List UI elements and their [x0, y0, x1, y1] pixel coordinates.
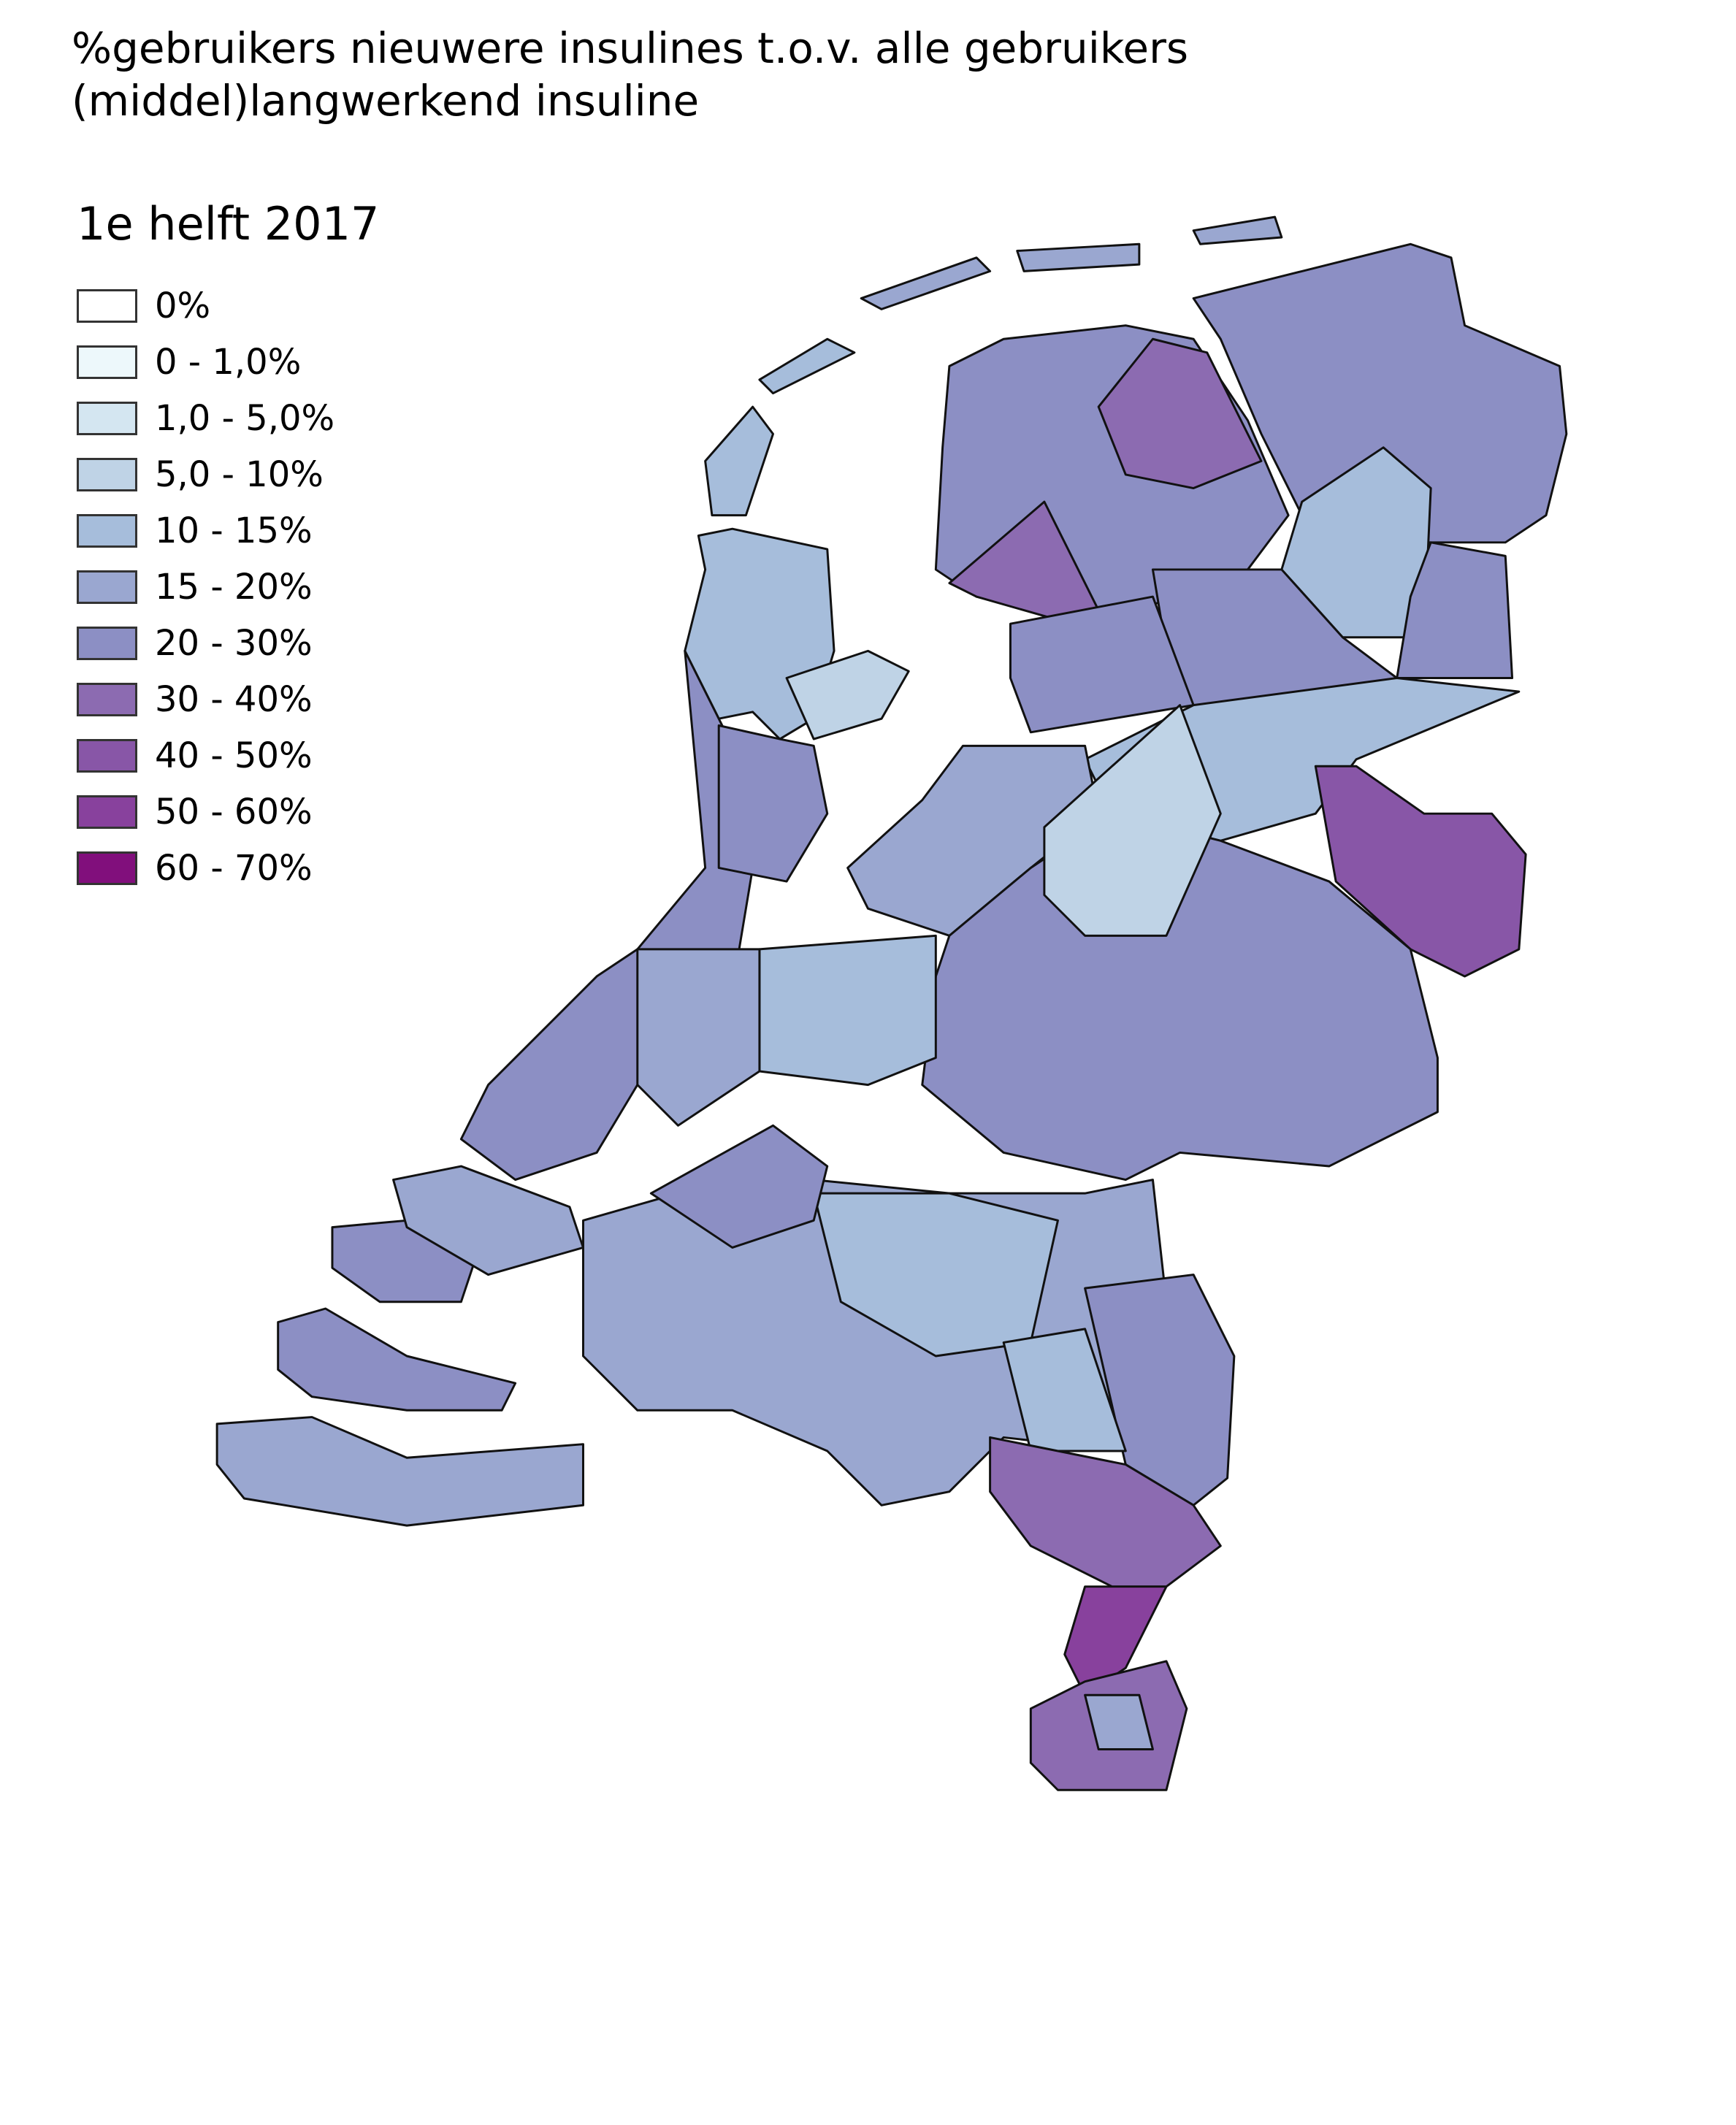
- legend-swatch: [77, 513, 137, 548]
- region: [1043, 704, 1222, 937]
- legend-item: 10 - 15%: [77, 502, 334, 559]
- region: [636, 948, 761, 1127]
- legend-item: 1,0 - 5,0%: [77, 390, 334, 446]
- legend-label: 15 - 20%: [155, 566, 313, 608]
- region: [1314, 765, 1527, 978]
- legend-swatch: [77, 851, 137, 885]
- region: [1009, 595, 1195, 734]
- legend-item: 20 - 30%: [77, 615, 334, 671]
- legend-item: 60 - 70%: [77, 840, 334, 896]
- region: [1016, 242, 1141, 272]
- legend: 0% 0 - 1,0% 1,0 - 5,0% 5,0 - 10% 10 - 15% 15 …: [77, 277, 334, 896]
- legend-item: 0%: [77, 277, 334, 334]
- legend-swatch: [77, 401, 137, 435]
- legend-swatch: [77, 738, 137, 773]
- region: [758, 337, 856, 395]
- legend-title: 1e helft 2017: [77, 197, 380, 250]
- legend-swatch: [77, 795, 137, 829]
- legend-swatch: [77, 345, 137, 379]
- legend-label: 0 - 1,0%: [155, 341, 302, 383]
- region: [704, 405, 774, 517]
- region: [1002, 1328, 1127, 1452]
- region: [1084, 1693, 1154, 1751]
- legend-label: 20 - 30%: [155, 622, 313, 664]
- region: [717, 724, 829, 883]
- legend-label: 60 - 70%: [155, 847, 313, 889]
- legend-swatch: [77, 457, 137, 491]
- region: [277, 1307, 517, 1412]
- legend-label: 30 - 40%: [155, 678, 313, 720]
- legend-label: 0%: [155, 285, 211, 326]
- legend-item: 30 - 40%: [77, 671, 334, 727]
- legend-label: 50 - 60%: [155, 791, 313, 832]
- title: %gebruikers nieuwere insulines t.o.v. al…: [72, 23, 1189, 126]
- region: [392, 1165, 584, 1276]
- region: [1396, 541, 1514, 679]
- legend-label: 1,0 - 5,0%: [155, 397, 335, 439]
- legend-item: 5,0 - 10%: [77, 446, 334, 502]
- legend-swatch: [77, 570, 137, 604]
- region: [1192, 215, 1283, 245]
- region: [649, 1124, 829, 1249]
- legend-swatch: [77, 682, 137, 716]
- region: [1097, 337, 1263, 490]
- legend-label: 40 - 50%: [155, 735, 313, 776]
- legend-swatch: [77, 626, 137, 660]
- legend-item: 15 - 20%: [77, 559, 334, 615]
- region: [785, 649, 910, 740]
- legend-item: 40 - 50%: [77, 727, 334, 784]
- region: [860, 256, 992, 310]
- legend-swatch: [77, 288, 137, 323]
- region: [215, 1416, 584, 1527]
- legend-label: 5,0 - 10%: [155, 453, 324, 495]
- legend-item: 0 - 1,0%: [77, 334, 334, 390]
- legend-item: 50 - 60%: [77, 784, 334, 840]
- region: [1192, 242, 1568, 544]
- region: [758, 934, 937, 1087]
- legend-label: 10 - 15%: [155, 510, 313, 551]
